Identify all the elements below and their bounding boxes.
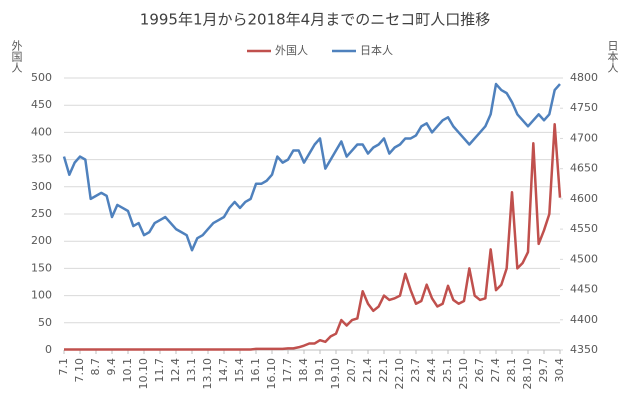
x-tick-label: 29.7 (537, 358, 550, 383)
y2-tick-label: 4650 (570, 162, 598, 175)
y2-tick-label: 4500 (570, 252, 598, 265)
x-tick-label: 22.1 (377, 358, 390, 383)
x-tick-label: 11.7 (153, 358, 166, 383)
y2-tick-label: 4700 (570, 131, 598, 144)
y-tick-label: 450 (31, 98, 52, 111)
x-tick-label: 28.10 (521, 358, 534, 390)
y-tick-label: 0 (45, 343, 52, 356)
x-tick-label: 27.4 (489, 358, 502, 383)
x-tick-label: 21.4 (361, 358, 374, 383)
x-tick-label: 12.4 (169, 358, 182, 383)
y-tick-label: 150 (31, 261, 52, 274)
y-tick-label: 500 (31, 71, 52, 84)
x-tick-label: 24.4 (425, 358, 438, 383)
x-tick-label: 7.1 (57, 358, 70, 376)
x-tick-label: 28.1 (505, 358, 518, 383)
y-tick-label: 400 (31, 125, 52, 138)
x-tick-label: 9.4 (105, 358, 118, 376)
legend-label: 外国人 (275, 44, 308, 57)
x-tick-label: 16.10 (265, 358, 278, 390)
x-tick-label: 22.10 (393, 358, 406, 390)
y-tick-label: 250 (31, 207, 52, 220)
y-axis-title: 外国人 (10, 40, 23, 73)
y2-tick-label: 4550 (570, 222, 598, 235)
x-tick-label: 8.7 (89, 358, 102, 376)
x-tick-label: 19.10 (329, 358, 342, 390)
x-tick-label: 10.1 (121, 358, 134, 383)
legend-label: 日本人 (360, 43, 393, 57)
y-tick-label: 350 (31, 153, 52, 166)
x-tick-label: 26.7 (473, 358, 486, 383)
x-tick-label: 25.1 (441, 358, 454, 383)
x-tick-label: 30.4 (553, 358, 566, 383)
x-tick-label: 18.4 (297, 358, 310, 383)
y2-tick-label: 4350 (570, 343, 598, 356)
y-tick-label: 200 (31, 234, 52, 247)
chart-title: 1995年1月から2018年4月までのニセコ町人口推移 (140, 11, 490, 29)
y-tick-label: 300 (31, 180, 52, 193)
series-line (62, 82, 561, 252)
x-tick-label: 13.10 (201, 358, 214, 390)
y-tick-label: 100 (31, 289, 52, 302)
y2-tick-label: 4600 (570, 192, 598, 205)
x-tick-label: 13.1 (185, 358, 198, 383)
y2-tick-label: 4450 (570, 283, 598, 296)
x-tick-label: 19.1 (313, 358, 326, 383)
y2-tick-label: 4400 (570, 313, 598, 326)
x-tick-label: 7.10 (73, 358, 86, 383)
x-tick-label: 23.7 (409, 358, 422, 383)
y2-axis-title: 日本人 (606, 40, 619, 73)
x-tick-label: 10.10 (137, 358, 150, 390)
x-tick-label: 16.1 (249, 358, 262, 383)
series-line (64, 122, 562, 351)
x-tick-label: 15.4 (233, 358, 246, 383)
y2-tick-label: 4750 (570, 101, 598, 114)
x-tick-label: 17.7 (281, 358, 294, 383)
y2-tick-label: 4800 (570, 71, 598, 84)
x-tick-label: 20.7 (345, 358, 358, 383)
x-tick-label: 14.7 (217, 358, 230, 383)
x-tick-label: 25.10 (457, 358, 470, 390)
y-tick-label: 50 (38, 316, 52, 329)
